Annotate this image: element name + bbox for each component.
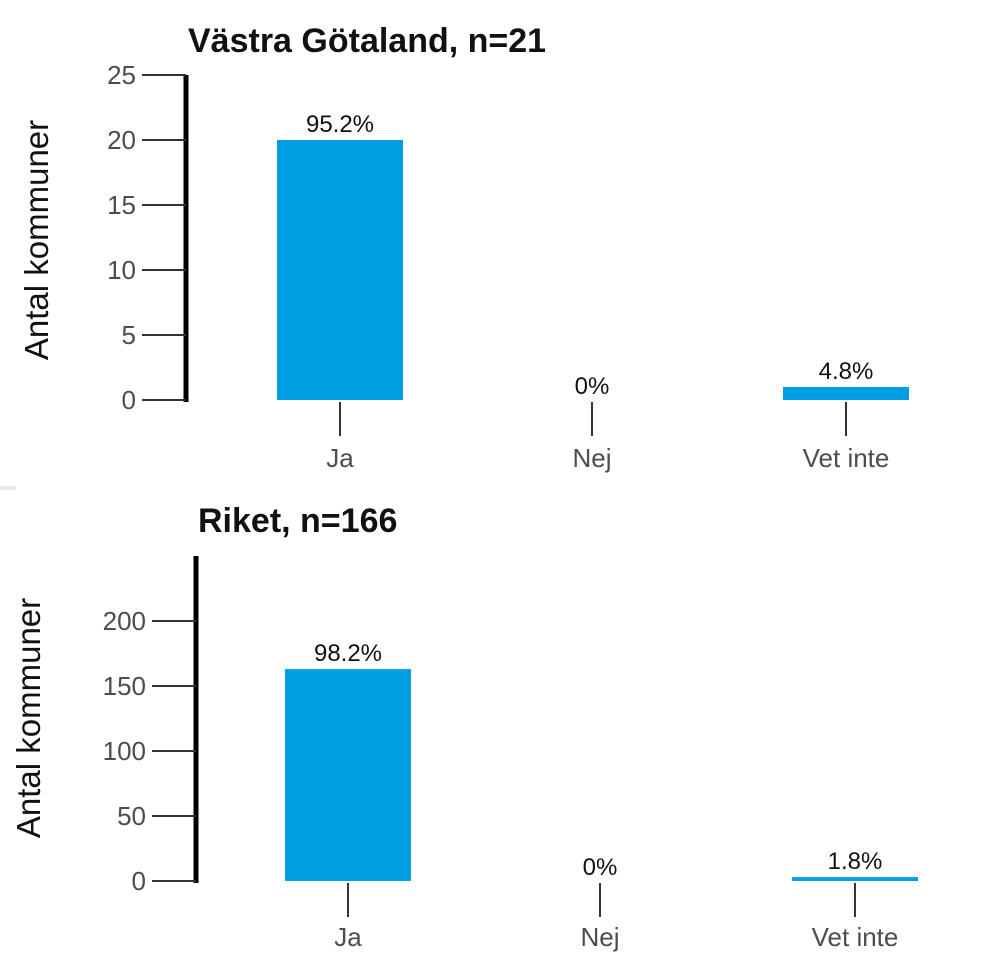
chart-riket: Riket, n=166 Antal kommuner 0 50 100 150 200… bbox=[0, 488, 998, 968]
x-tick-label: Ja bbox=[334, 922, 362, 952]
y-tick-label: 150 bbox=[103, 671, 146, 701]
data-label: 1.8% bbox=[828, 848, 883, 875]
chart-svg: Västra Götaland, n=21 Antal kommuner 0 5 1… bbox=[18, 22, 909, 473]
y-tick-label: 0 bbox=[122, 385, 136, 415]
plot-area: 0 50 100 150 200 98.2% Ja 0% Nej 1.8% Vet inte bbox=[103, 556, 918, 952]
y-tick-label: 10 bbox=[107, 255, 136, 285]
chart-svg: Riket, n=166 Antal kommuner 0 50 100 150 200… bbox=[10, 502, 918, 952]
plot-area: 0 5 10 15 20 25 95.2% Ja 0% Nej 4.8% Vet inte bbox=[107, 60, 909, 473]
y-tick-label: 20 bbox=[107, 125, 136, 155]
chart-vastra-gotaland: Västra Götaland, n=21 Antal kommuner 0 5 1… bbox=[18, 22, 909, 473]
x-tick-label: Nej bbox=[580, 922, 619, 952]
chart-title: Riket, n=166 bbox=[198, 502, 397, 540]
x-tick-label: Ja bbox=[326, 443, 354, 473]
y-tick-label: 25 bbox=[107, 60, 136, 90]
data-label: 0% bbox=[583, 854, 618, 881]
x-tick-label: Vet inte bbox=[803, 443, 890, 473]
y-tick-label: 15 bbox=[107, 190, 136, 220]
data-label: 95.2% bbox=[306, 111, 374, 138]
y-tick-label: 100 bbox=[103, 736, 146, 766]
chart-title: Västra Götaland, n=21 bbox=[188, 22, 546, 60]
panel-divider bbox=[0, 486, 16, 490]
y-tick-label: 0 bbox=[132, 866, 146, 896]
data-label: 98.2% bbox=[314, 640, 382, 667]
y-axis-label: Antal kommuner bbox=[10, 598, 47, 838]
data-label: 0% bbox=[575, 373, 610, 400]
bar bbox=[792, 877, 918, 881]
y-tick-label: 50 bbox=[117, 801, 146, 831]
y-tick-label: 5 bbox=[122, 320, 136, 350]
x-tick-label: Nej bbox=[572, 443, 611, 473]
x-tick-label: Vet inte bbox=[812, 922, 899, 952]
data-label: 4.8% bbox=[819, 358, 874, 385]
y-tick-label: 200 bbox=[103, 606, 146, 636]
bar bbox=[277, 140, 403, 400]
y-axis-label: Antal kommuner bbox=[18, 120, 55, 360]
bar bbox=[783, 387, 909, 400]
bar bbox=[285, 669, 411, 881]
